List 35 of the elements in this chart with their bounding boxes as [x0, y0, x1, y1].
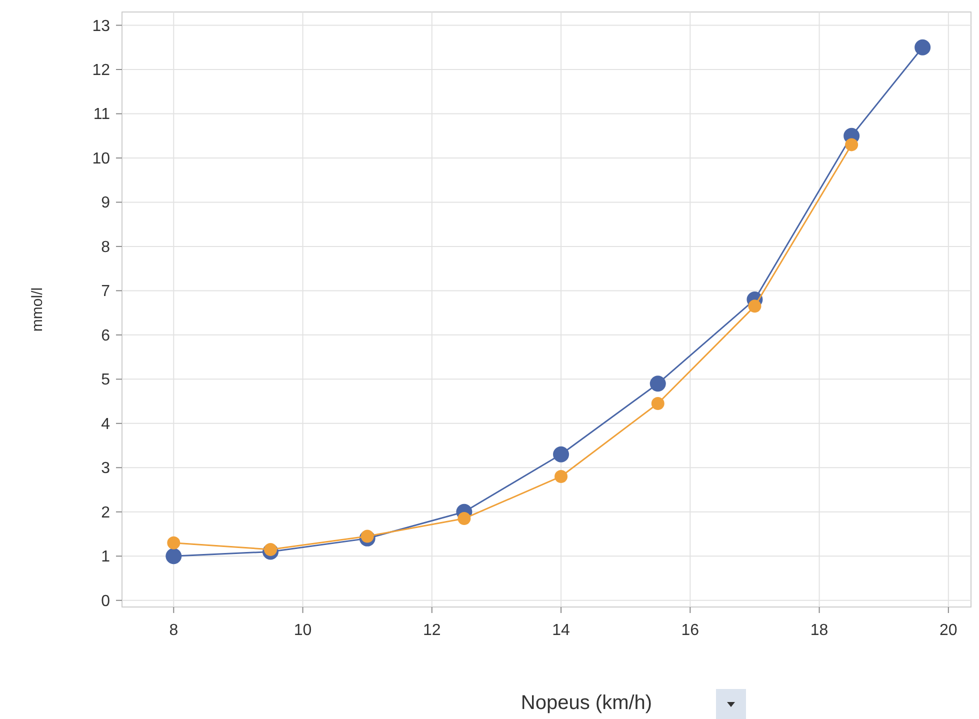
- y-tick-label: 4: [101, 416, 110, 433]
- point: [553, 446, 570, 462]
- y-tick-label: 11: [93, 106, 110, 124]
- y-tick-label: 0: [101, 592, 110, 610]
- x-tick-label: 20: [940, 622, 958, 639]
- point: [650, 376, 666, 392]
- y-tick-label: 7: [101, 283, 110, 300]
- y-tick-label: 3: [101, 460, 110, 478]
- y-axis-title: mmol/l: [29, 287, 46, 332]
- point: [360, 530, 374, 543]
- point: [264, 542, 277, 556]
- x-tick-label: 14: [552, 622, 570, 639]
- point: [554, 470, 568, 483]
- y-tick-label: 10: [92, 150, 110, 168]
- x-tick-label: 8: [169, 622, 178, 639]
- point: [458, 512, 471, 526]
- x-axis-title: Nopeus (km/h): [520, 692, 652, 714]
- y-tick-label: 9: [101, 194, 110, 212]
- point: [845, 138, 858, 152]
- y-tick-label: 5: [101, 372, 110, 389]
- x-tick-label: 10: [294, 622, 312, 639]
- y-tick-label: 2: [101, 504, 110, 522]
- y-tick-label: 6: [101, 327, 110, 344]
- x-tick-label: 16: [681, 622, 700, 639]
- y-tick-label: 8: [101, 238, 110, 256]
- y-tick-label: 12: [92, 62, 110, 80]
- x-tick-label: 12: [423, 622, 441, 639]
- point: [167, 536, 180, 550]
- point: [166, 548, 182, 564]
- y-tick-label: 1: [101, 548, 110, 566]
- point: [914, 39, 931, 56]
- point: [651, 397, 664, 410]
- y-tick-label: 13: [92, 18, 110, 35]
- point: [748, 300, 762, 313]
- x-tick-label: 18: [810, 622, 828, 639]
